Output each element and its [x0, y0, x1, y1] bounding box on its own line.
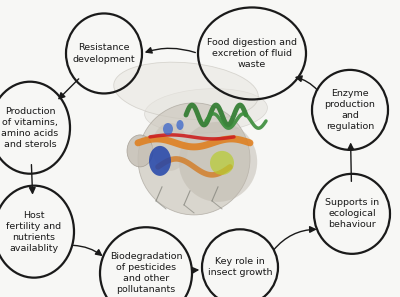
FancyArrowPatch shape: [348, 144, 354, 181]
FancyArrowPatch shape: [74, 245, 102, 255]
Text: Resistance
development: Resistance development: [73, 43, 135, 64]
Ellipse shape: [127, 135, 153, 167]
FancyArrowPatch shape: [192, 268, 198, 273]
Ellipse shape: [176, 120, 184, 130]
Ellipse shape: [114, 62, 258, 120]
Text: Biodegradation
of pesticides
and other
pollutanants: Biodegradation of pesticides and other p…: [110, 252, 182, 294]
Ellipse shape: [138, 103, 250, 215]
Ellipse shape: [152, 123, 188, 171]
FancyArrowPatch shape: [30, 165, 35, 193]
Text: Food digestion and
excretion of fluid
waste: Food digestion and excretion of fluid wa…: [207, 38, 297, 69]
Ellipse shape: [179, 122, 257, 202]
FancyArrowPatch shape: [146, 48, 195, 53]
Ellipse shape: [144, 89, 268, 133]
Ellipse shape: [210, 151, 234, 175]
Text: Host
fertility and
nutrients
availablity: Host fertility and nutrients availablity: [6, 211, 62, 253]
Text: Production
of vitamins,
amino acids
and sterols: Production of vitamins, amino acids and …: [1, 107, 59, 149]
FancyArrowPatch shape: [59, 79, 79, 99]
Ellipse shape: [163, 123, 173, 135]
Text: Enzyme
production
and
regulation: Enzyme production and regulation: [324, 89, 376, 131]
FancyArrowPatch shape: [274, 227, 315, 250]
FancyArrowPatch shape: [296, 76, 318, 90]
Ellipse shape: [149, 146, 171, 176]
Text: Supports in
ecological
behaviour: Supports in ecological behaviour: [325, 198, 379, 230]
Text: Key role in
insect growth: Key role in insect growth: [208, 257, 272, 277]
